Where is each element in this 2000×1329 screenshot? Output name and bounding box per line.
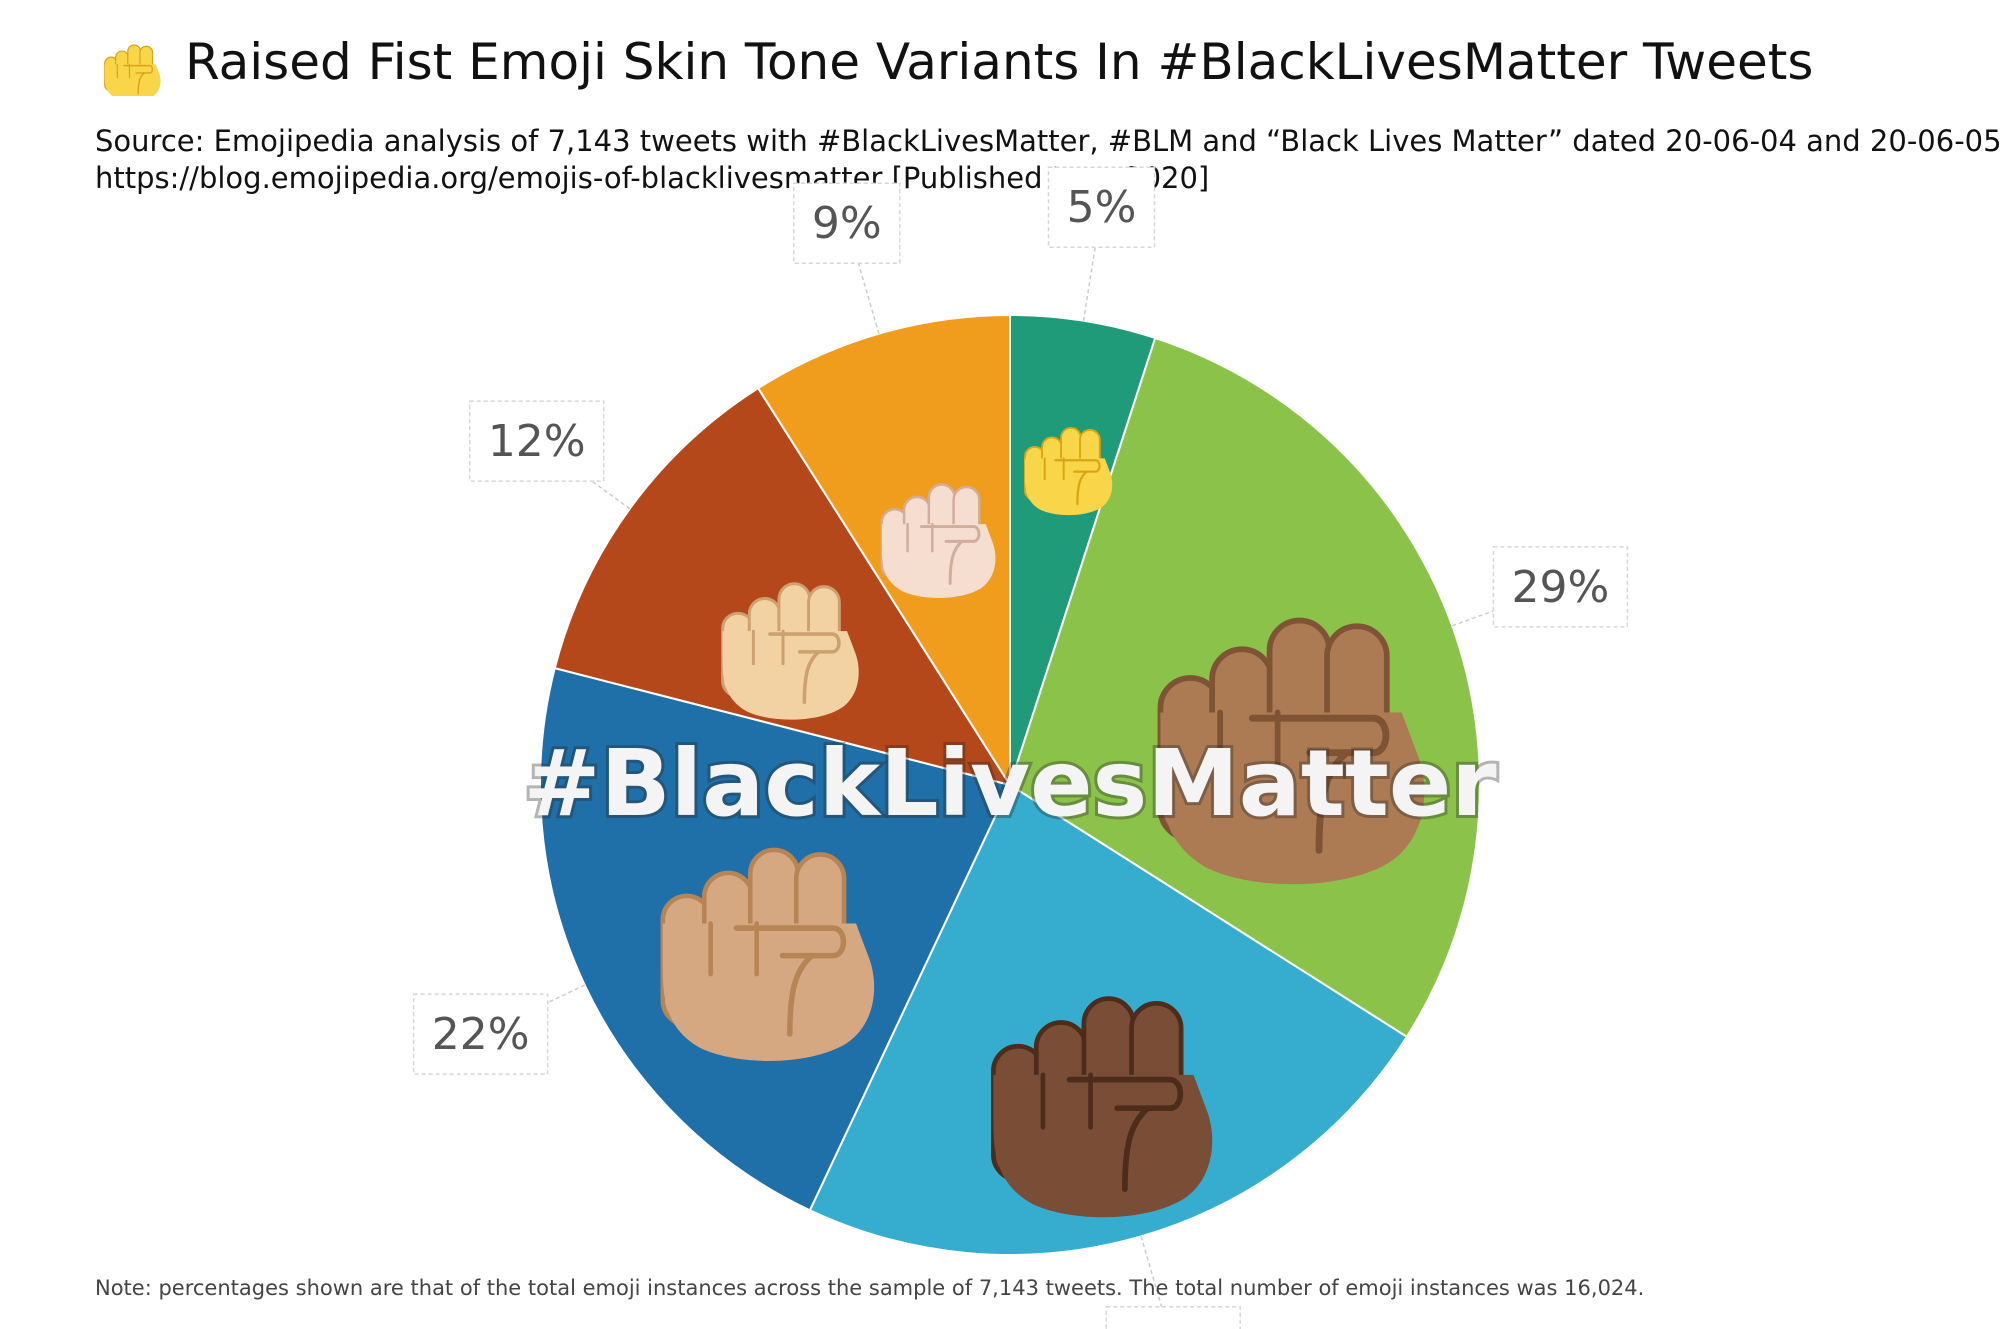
chart-title: Raised Fist Emoji Skin Tone Variants In …: [185, 33, 1814, 91]
slice-percent-label: 22%: [432, 1009, 530, 1060]
slice-percent-label: 5%: [1067, 182, 1137, 233]
raised-fist-medium-dark-icon: [1157, 617, 1425, 885]
raised-fist-medium-icon: [660, 847, 875, 1061]
source-text: Source: Emojipedia analysis of 7,143 twe…: [95, 123, 2000, 197]
source-line-2: https://blog.emojipedia.org/emojis-of-bl…: [95, 161, 1210, 195]
center-hashtag: #BlackLivesMatter: [523, 730, 1497, 837]
raised-fist-default-icon: [1023, 427, 1113, 516]
label-leader-line: [1082, 207, 1103, 321]
title-row: Raised Fist Emoji Skin Tone Variants In …: [95, 28, 1813, 96]
slice-percent-label: 12%: [488, 416, 586, 467]
label-leader-line: [846, 223, 880, 334]
pie-icons: [660, 427, 1425, 1218]
raised-fist-light-icon: [880, 483, 996, 598]
label-box: [1492, 546, 1629, 628]
label-box: [412, 993, 549, 1075]
label-box: [1047, 166, 1156, 248]
raised-fist-dark-icon: [991, 996, 1213, 1218]
raised-fist-icon: [104, 44, 161, 96]
label-leader-line: [1140, 1236, 1169, 1329]
raised-fist-medium-light-icon: [721, 582, 859, 720]
label-box: [793, 182, 901, 264]
slice-percent-label: 23%: [1124, 1322, 1222, 1329]
source-line-1: Source: Emojipedia analysis of 7,143 twe…: [95, 124, 2000, 158]
pie-slice: [1009, 313, 1157, 786]
slice-percent-label: 9%: [812, 198, 882, 249]
label-box: [468, 400, 605, 482]
pie-labels: 5% 29% 23% 22% 12% 9%: [412, 166, 1629, 1329]
footnote: Note: percentages shown are that of the …: [95, 1276, 1645, 1300]
label-box: [1105, 1306, 1241, 1329]
slice-percent-label: 29%: [1512, 562, 1610, 613]
